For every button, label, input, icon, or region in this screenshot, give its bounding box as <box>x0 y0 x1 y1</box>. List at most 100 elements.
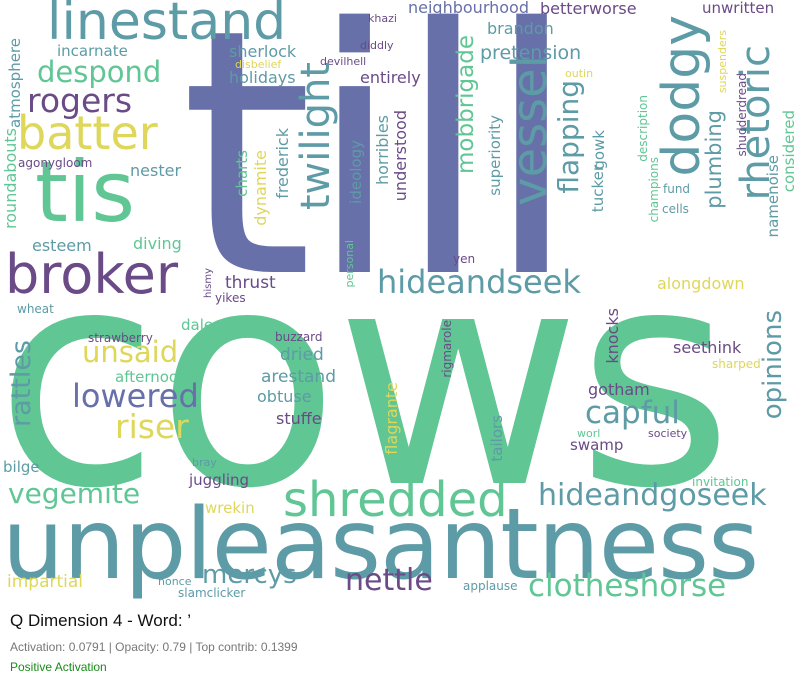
cloud-word: pretension <box>480 42 582 64</box>
cloud-word: stuffe <box>276 409 322 428</box>
cloud-word: till <box>180 0 579 353</box>
cloud-word: dried <box>280 345 324 365</box>
cloud-word: suspenders <box>716 30 729 94</box>
page-title: Q Dimension 4 - Word: ’ <box>10 611 192 630</box>
cloud-word: holidays <box>229 68 296 87</box>
cloud-word: vegemite <box>8 477 141 510</box>
cloud-word: fund <box>663 182 691 196</box>
cloud-word: sharped <box>712 357 761 371</box>
cloud-word: capful <box>585 395 680 431</box>
cloud-word: frederick <box>273 128 292 199</box>
cloud-word: disbelief <box>235 58 282 71</box>
cloud-word: mercys <box>202 560 297 590</box>
cloud-word: yen <box>453 252 476 266</box>
cloud-word: nonce <box>158 575 192 588</box>
cloud-word: thrust <box>225 273 276 293</box>
cloud-word: plumbing <box>702 110 726 209</box>
cloud-word: clotheshorse <box>528 568 727 601</box>
cloud-word: seethink <box>673 338 742 357</box>
cloud-word: applause <box>463 579 518 593</box>
cloud-word: incarnate <box>57 42 128 60</box>
cloud-word: wrekin <box>205 499 255 517</box>
cloud-word: sherlock <box>229 42 297 61</box>
cloud-word: esteem <box>32 236 92 255</box>
cloud-word: personal <box>343 240 356 288</box>
cloud-word: hismy <box>203 268 214 298</box>
cloud-word: invitation <box>692 475 749 489</box>
cloud-word: brandon <box>487 19 554 38</box>
cloud-word: agonygloom <box>18 156 93 170</box>
cloud-word: obtuse <box>257 387 312 406</box>
cloud-word: slamclicker <box>178 586 246 600</box>
cloud-word: wheat <box>17 302 54 316</box>
cloud-word: roundabouts <box>1 128 20 229</box>
cloud-word: rattles <box>6 340 37 427</box>
cloud-word: shudderdread <box>735 73 749 157</box>
cloud-word: vessel <box>502 55 558 206</box>
cloud-word: linestand <box>47 0 287 52</box>
cloud-word: mobbrigade <box>453 35 479 174</box>
cloud-word: cows <box>0 205 733 554</box>
cloud-word: unwritten <box>702 0 775 17</box>
cloud-word: unsaid <box>82 335 179 369</box>
cloud-word: considered <box>780 110 798 193</box>
cloud-word: rigmarole <box>440 320 454 378</box>
cloud-word: diddly <box>360 39 394 52</box>
cloud-word: flapping <box>552 80 585 194</box>
cloud-word: shredded <box>283 472 508 528</box>
cloud-word: impartial <box>7 572 84 592</box>
cloud-word: despond <box>37 55 162 89</box>
cloud-word: horribles <box>373 115 392 186</box>
cloud-word: twilight <box>293 62 339 211</box>
cloud-word: nettle <box>345 563 433 598</box>
cloud-word: dynamite <box>251 150 270 226</box>
cloud-word: worl <box>577 427 601 440</box>
cloud-word: diving <box>133 234 182 253</box>
cloud-word: afternoon <box>115 368 188 386</box>
cloud-word: nester <box>130 161 182 180</box>
cloud-word: gotham <box>588 380 650 399</box>
cloud-word: entirely <box>360 68 421 87</box>
cloud-word: devilhell <box>320 55 367 68</box>
cloud-word: batter <box>17 106 158 160</box>
cloud-word: khazi <box>368 12 397 25</box>
cloud-word: cells <box>662 202 689 216</box>
cloud-word: superiority <box>486 115 504 196</box>
cloud-word: juggling <box>189 471 250 489</box>
cloud-word: strawberry <box>88 331 153 345</box>
cloud-word: rogers <box>27 81 133 120</box>
cloud-word: buzzard <box>275 330 323 344</box>
cloud-word: broker <box>5 243 179 306</box>
cloud-word: opinions <box>758 310 788 420</box>
cloud-word: tucker <box>589 165 607 213</box>
cloud-word: charts <box>233 150 251 197</box>
cloud-word: dale <box>181 316 214 334</box>
cloud-word: unpleasantness <box>2 488 759 600</box>
cloud-word: hideandgoseek <box>538 478 767 513</box>
cloud-word: champions <box>647 157 661 223</box>
cloud-word: riser <box>115 407 189 446</box>
cloud-word: description <box>636 95 650 162</box>
word-cloud: till cows unpleasantness tis broker line… <box>0 0 798 601</box>
cloud-word: tis <box>35 143 136 241</box>
cloud-word: outin <box>565 67 594 80</box>
cloud-word: lowered <box>72 377 199 415</box>
cloud-word: hideandseek <box>377 263 581 301</box>
cloud-word: alongdown <box>657 274 745 293</box>
cloud-word: bray <box>192 456 217 469</box>
cloud-word: understood <box>391 110 410 202</box>
cloud-word: betterworse <box>540 0 637 18</box>
cloud-word: swamp <box>570 436 624 454</box>
cloud-word: atmosphere <box>6 38 24 128</box>
cloud-word: gowk <box>590 130 608 170</box>
cloud-word: bilge <box>3 458 40 476</box>
cloud-word: namenoise <box>764 155 782 238</box>
cloud-word: tailors <box>488 415 506 462</box>
cloud-word: dodgy <box>652 15 712 177</box>
cloud-word: arestand <box>261 367 336 387</box>
polarity-label: Positive Activation <box>10 660 107 674</box>
cloud-word: ideology <box>347 140 365 204</box>
cloud-word: flagrante <box>382 382 401 455</box>
activation-stats: Activation: 0.0791 | Opacity: 0.79 | Top… <box>10 640 298 654</box>
cloud-word: society <box>648 427 688 440</box>
